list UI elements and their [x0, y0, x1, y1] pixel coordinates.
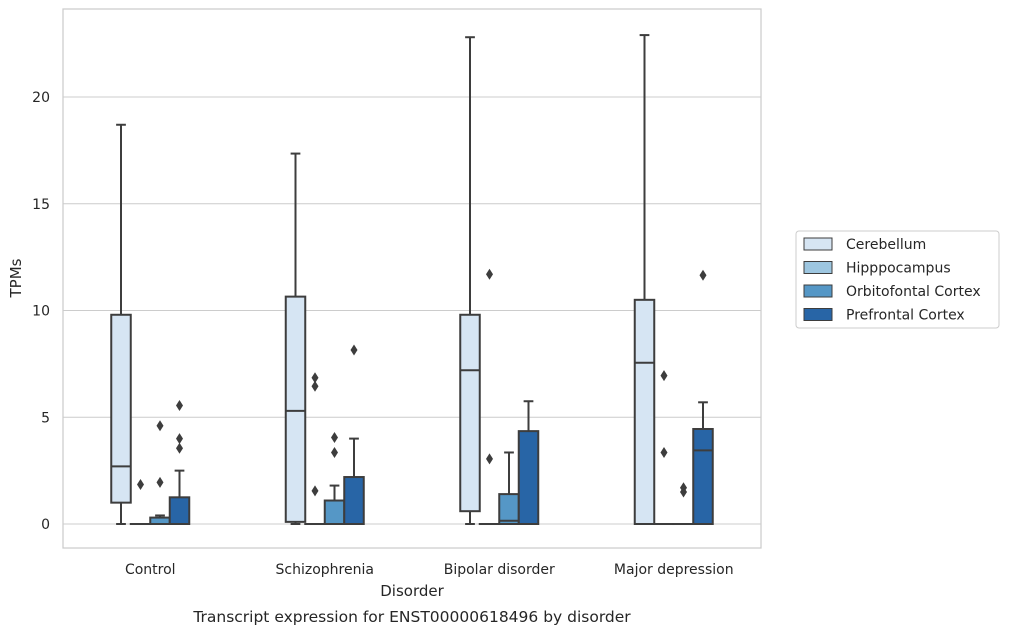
- y-tick-label: 10: [32, 304, 50, 320]
- outlier-point: [660, 446, 668, 458]
- legend-label: Prefrontal Cortex: [846, 308, 965, 324]
- outlier-point: [156, 476, 164, 488]
- box-orbitofontal-cortex: [149, 420, 171, 525]
- outlier-point: [311, 380, 319, 392]
- y-tick-label: 5: [41, 410, 50, 426]
- legend-swatch: [803, 261, 833, 274]
- legend-frame: [795, 230, 1000, 329]
- box-cerebellum: [633, 34, 656, 526]
- box-hipppocampus: [478, 268, 501, 526]
- box-body: [692, 427, 714, 525]
- gridlines: [63, 96, 761, 525]
- legend-label: Orbitofontal Cortex: [846, 284, 981, 300]
- box-body: [168, 496, 191, 525]
- box-body: [323, 499, 346, 526]
- box-hipppocampus: [653, 370, 675, 526]
- box-orbitofontal-cortex: [498, 451, 520, 525]
- legend: Cerebellum Hipppocampus Orbitofontal Corte…: [795, 230, 1000, 329]
- outlier-point: [311, 485, 319, 497]
- box-body: [517, 430, 540, 525]
- x-tick-label: Control: [125, 562, 176, 578]
- legend-swatch: [803, 284, 833, 298]
- legend-swatch: [803, 237, 833, 251]
- outlier-point: [699, 269, 707, 281]
- box-body: [343, 476, 365, 525]
- x-axis-ticks: Control Schizophrenia Bipolar disorder Majo…: [125, 562, 734, 578]
- outlier-point: [311, 372, 319, 384]
- box-hipppocampus: [304, 372, 326, 526]
- outlier-point: [176, 442, 183, 454]
- box-cerebellum: [110, 123, 132, 525]
- x-axis-label: Disorder: [380, 582, 444, 600]
- outlier-point: [176, 400, 183, 412]
- box-body: [633, 298, 656, 526]
- outlier-point: [156, 420, 164, 432]
- box-prefrontal-cortex: [343, 344, 365, 525]
- outlier-point: [486, 453, 493, 465]
- box-body: [110, 313, 132, 504]
- box-prefrontal-cortex: [692, 269, 714, 525]
- box-body: [284, 295, 307, 523]
- outlier-point: [486, 268, 493, 280]
- legend-label: Cerebellum: [846, 237, 926, 253]
- box-body: [498, 493, 520, 525]
- box-prefrontal-cortex: [168, 400, 191, 525]
- legend-label: Hipppocampus: [846, 261, 951, 277]
- box-groups: [110, 34, 714, 526]
- x-tick-label: Bipolar disorder: [444, 562, 555, 578]
- outlier-point: [350, 344, 358, 356]
- x-tick-label: Schizophrenia: [276, 562, 374, 578]
- plot-frame: [62, 8, 762, 549]
- box-cerebellum: [284, 152, 307, 525]
- legend-swatch: [803, 308, 833, 321]
- box-cerebellum: [459, 36, 481, 525]
- box-orbitofontal-cortex: [672, 482, 695, 526]
- x-tick-label: Major depression: [614, 562, 734, 578]
- y-axis-label: TPMs: [7, 258, 25, 298]
- outlier-point: [137, 479, 144, 491]
- y-tick-label: 20: [32, 90, 50, 106]
- y-axis-ticks: 0 5 10 15 20: [32, 90, 50, 533]
- outlier-point: [176, 433, 183, 445]
- chart-caption: Transcript expression for ENST0000061849…: [192, 608, 631, 626]
- outlier-point: [660, 370, 668, 382]
- outlier-point: [331, 432, 338, 444]
- y-tick-label: 0: [41, 517, 50, 533]
- outlier-point: [680, 482, 687, 494]
- box-hipppocampus: [129, 479, 152, 526]
- box-prefrontal-cortex: [517, 400, 540, 525]
- y-tick-label: 15: [32, 197, 50, 213]
- box-orbitofontal-cortex: [323, 432, 346, 526]
- box-body: [459, 313, 481, 513]
- outlier-point: [331, 446, 338, 458]
